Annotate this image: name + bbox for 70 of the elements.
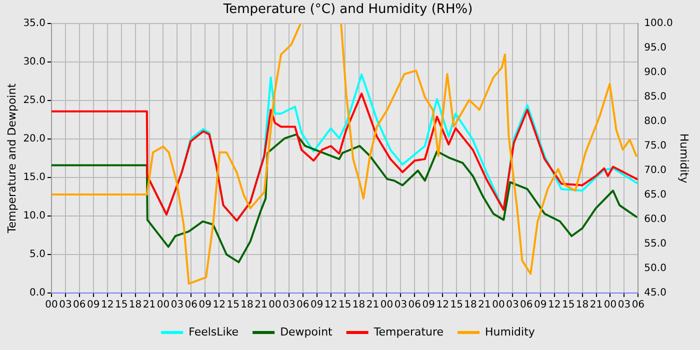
x-tick-label: 09 xyxy=(310,300,324,311)
x-tick-label: 00 xyxy=(604,300,617,311)
x-tick-label: 15 xyxy=(450,300,463,311)
x-tick-label: 21 xyxy=(254,300,268,311)
x-tick-label: 06 xyxy=(73,300,86,311)
x-tick-label: 15 xyxy=(114,300,128,311)
x-tick-label: 21 xyxy=(478,300,491,311)
x-tick-label: 03 xyxy=(618,300,631,311)
x-tick-label: 00 xyxy=(156,300,170,311)
chart-title: Temperature (°C) and Humidity (RH%) xyxy=(222,2,473,18)
x-tick-label: 09 xyxy=(87,300,100,311)
x-tick-label: 18 xyxy=(464,300,477,311)
x-tick-label: 00 xyxy=(45,300,58,311)
legend-label: Temperature xyxy=(372,325,444,338)
x-tick-label: 03 xyxy=(282,300,296,311)
x-tick-label: 12 xyxy=(100,300,114,311)
x-tick-label: 06 xyxy=(408,300,422,311)
legend-label: Humidity xyxy=(485,325,536,338)
y2-tick-label: 80.0 xyxy=(644,116,666,128)
y-tick-label: 15.0 xyxy=(23,172,46,184)
y2-tick-label: 70.0 xyxy=(644,165,666,176)
y2-tick-label: 100.0 xyxy=(644,18,673,30)
x-tick-label: 03 xyxy=(506,300,519,311)
x-tick-label: 21 xyxy=(142,300,156,311)
y-tick-label: 5.0 xyxy=(30,249,46,260)
x-tick-label: 06 xyxy=(184,300,198,311)
y-tick-label: 0.0 xyxy=(30,288,46,299)
y-axis-title: Temperature and Dewpoint xyxy=(5,82,18,234)
y2-tick-label: 85.0 xyxy=(644,92,666,103)
x-tick-label: 00 xyxy=(268,300,282,311)
y-tick-label: 35.0 xyxy=(23,18,46,30)
y-tick-label: 30.0 xyxy=(23,56,46,68)
x-tick-label: 18 xyxy=(128,300,142,311)
x-tick-label: 12 xyxy=(324,300,338,311)
legend-label: Dewpoint xyxy=(280,325,334,338)
y2-tick-label: 60.0 xyxy=(644,214,666,226)
y2-tick-label: 75.0 xyxy=(644,140,666,152)
x-tick-label: 09 xyxy=(198,300,212,311)
x-tick-label: 00 xyxy=(492,300,505,311)
x-tick-label: 12 xyxy=(548,300,561,311)
x-tick-label: 18 xyxy=(240,300,254,311)
y-tick-label: 25.0 xyxy=(23,95,46,106)
y2-tick-label: 45.0 xyxy=(644,288,666,299)
x-tick-label: 03 xyxy=(59,300,72,311)
x-tick-label: 18 xyxy=(352,300,366,311)
y2-axis-title: Humidity xyxy=(678,133,691,184)
x-tick-label: 15 xyxy=(338,300,352,311)
y2-tick-label: 95.0 xyxy=(644,42,666,54)
x-tick-label: 09 xyxy=(422,300,435,311)
x-tick-label: 21 xyxy=(366,300,380,311)
x-tick-label: 09 xyxy=(534,300,547,311)
x-tick-label: 18 xyxy=(576,300,589,311)
x-tick-label: 06 xyxy=(632,300,645,311)
legend-label: FeelsLike xyxy=(188,325,239,338)
x-tick-label: 15 xyxy=(562,300,575,311)
y2-tick-label: 55.0 xyxy=(644,238,666,250)
x-tick-label: 00 xyxy=(380,300,394,311)
x-tick-label: 12 xyxy=(212,300,226,311)
x-tick-label: 06 xyxy=(296,300,310,311)
y-tick-label: 20.0 xyxy=(23,134,46,145)
x-tick-label: 21 xyxy=(590,300,603,311)
y2-tick-label: 90.0 xyxy=(644,67,666,78)
y2-tick-label: 50.0 xyxy=(644,263,666,274)
y2-tick-label: 65.0 xyxy=(644,190,666,201)
y-tick-label: 10.0 xyxy=(23,210,46,222)
x-tick-label: 15 xyxy=(226,300,240,311)
x-tick-label: 06 xyxy=(520,300,533,311)
x-tick-label: 03 xyxy=(170,300,184,311)
x-tick-label: 12 xyxy=(436,300,449,311)
x-tick-label: 03 xyxy=(394,300,408,311)
